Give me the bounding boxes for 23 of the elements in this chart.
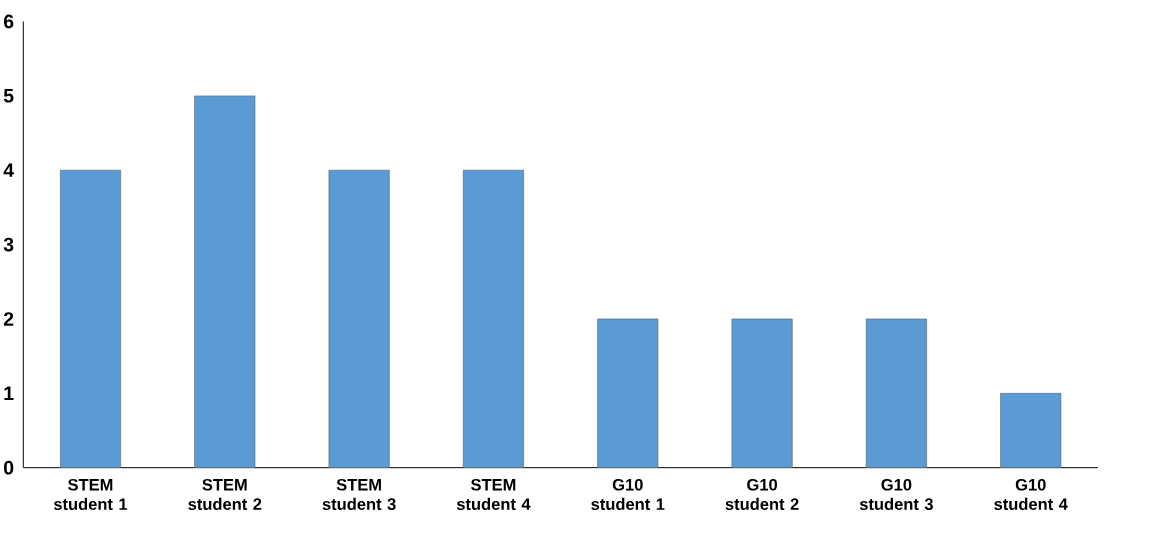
y-tick-label: 3 [3, 237, 14, 252]
bar [731, 318, 793, 468]
y-tick-label: 0 [4, 460, 14, 475]
bar [194, 95, 256, 468]
bar [597, 318, 659, 468]
x-tick-label: STEM student 3 [322, 478, 396, 510]
x-tick-label: G10 student 2 [725, 478, 799, 510]
bar [1000, 392, 1062, 468]
y-tick-label: 4 [3, 163, 14, 177]
x-tick-label: STEM student 1 [53, 478, 128, 510]
x-tick-label: STEM student 2 [188, 478, 262, 510]
bar [865, 318, 927, 468]
y-tick-label: 5 [3, 88, 14, 103]
bar [60, 169, 121, 468]
y-tick-label: 1 [4, 386, 14, 400]
x-tick-label: G10 student 1 [591, 478, 665, 510]
y-tick-label: 2 [3, 312, 14, 326]
x-tick-label: G10 student 4 [994, 478, 1068, 510]
y-tick-label: 6 [3, 14, 14, 29]
bar [462, 169, 524, 468]
x-tick-label: STEM student 4 [456, 478, 531, 510]
x-tick-label: G10 student 3 [859, 478, 933, 510]
bar [328, 169, 390, 468]
